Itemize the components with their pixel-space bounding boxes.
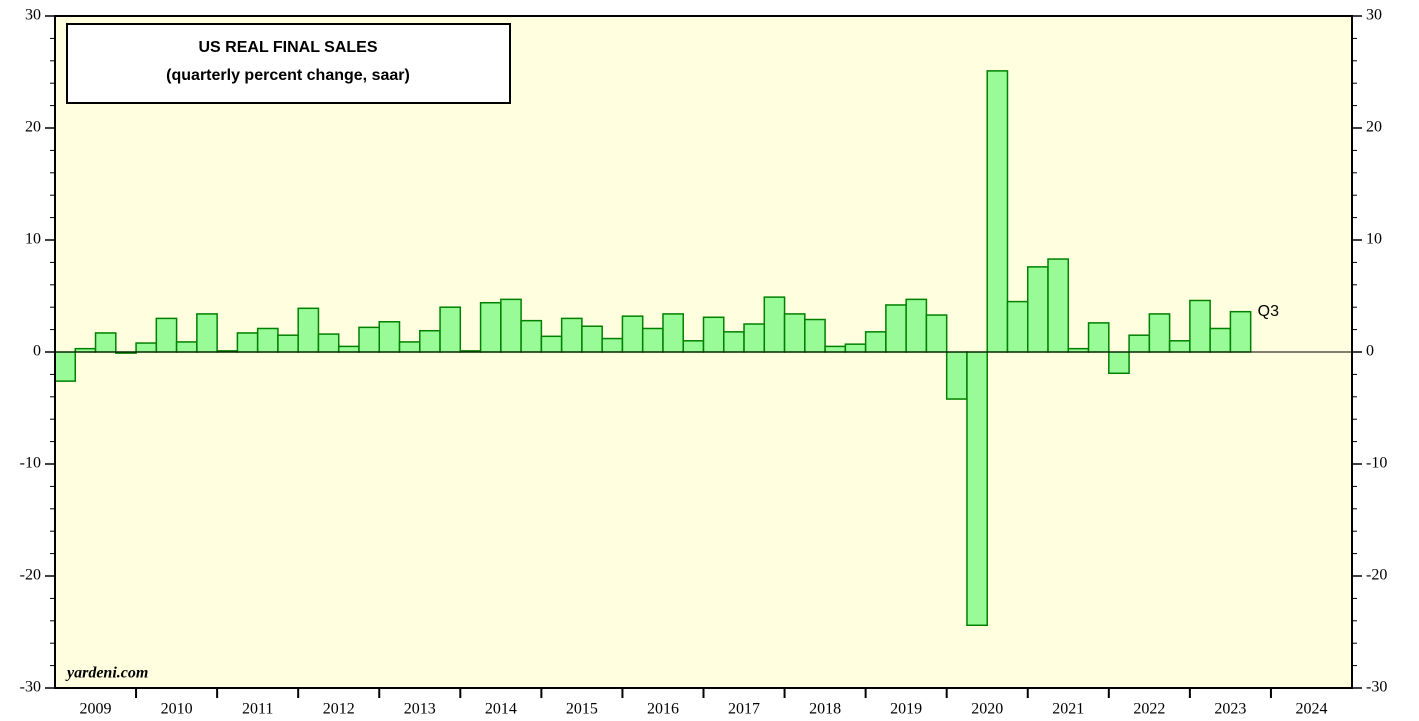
y-tick-label: -20: [1366, 567, 1387, 584]
y-tick-label: -10: [20, 455, 41, 472]
x-tick-label: 2017: [728, 701, 760, 718]
bar: [905, 298, 928, 353]
bar: [1047, 258, 1070, 353]
bar: [439, 306, 462, 353]
bar: [844, 343, 867, 353]
x-tick-label: 2018: [809, 701, 841, 718]
bar: [1128, 334, 1151, 353]
title-box: [66, 23, 511, 104]
source: yardeni.com: [65, 665, 148, 682]
bar: [94, 332, 117, 353]
bar: [925, 314, 948, 353]
x-tick-label: 2016: [647, 701, 679, 718]
bar: [1148, 313, 1171, 353]
bar: [277, 334, 299, 353]
bar: [1209, 327, 1232, 353]
y-tick-label: 10: [1366, 231, 1382, 248]
chart-subtitle: (quarterly percent change, saar): [166, 67, 410, 84]
plot-border: [54, 15, 1353, 689]
bar: [1189, 299, 1211, 353]
bar: [155, 317, 178, 353]
x-tick-label: 2021: [1052, 701, 1084, 718]
bar: [479, 301, 502, 353]
bar: [723, 331, 745, 353]
x-tick-label: 2023: [1214, 701, 1246, 718]
bar: [662, 313, 684, 353]
y-tick-label: 0: [1366, 343, 1374, 360]
bar: [581, 325, 603, 353]
bar: [641, 327, 664, 353]
bar: [1067, 347, 1090, 353]
y-tick-label: -30: [20, 679, 41, 696]
bar: [54, 351, 77, 382]
bar: [560, 317, 583, 353]
y-tick-label: -30: [1366, 679, 1387, 696]
bar: [297, 307, 320, 353]
x-tick-label: 2013: [404, 701, 436, 718]
y-tick-label: 0: [33, 343, 41, 360]
bar: [783, 313, 806, 353]
x-tick-label: 2019: [890, 701, 922, 718]
bar: [885, 304, 907, 353]
bar: [804, 318, 826, 353]
x-tick-label: 2012: [323, 701, 355, 718]
bar: [398, 341, 421, 353]
y-tick-label: 10: [25, 231, 41, 248]
bar: [945, 351, 968, 400]
x-tick-label: 2022: [1133, 701, 1165, 718]
y-tick-label: 30: [1366, 7, 1382, 24]
bar: [621, 315, 644, 353]
bar: [236, 332, 259, 353]
x-tick-label: 2015: [566, 701, 598, 718]
bar: [135, 342, 158, 353]
x-tick-label: 2020: [971, 701, 1003, 718]
y-tick-label: 30: [25, 7, 41, 24]
bar: [966, 351, 988, 627]
bar: [540, 335, 563, 353]
y-tick-label: -10: [1366, 455, 1387, 472]
x-tick-label: 2014: [485, 701, 517, 718]
x-tick-label: 2011: [242, 701, 273, 718]
bar: [1168, 340, 1191, 353]
y-tick-label: 20: [1366, 119, 1382, 136]
x-tick-label: 2010: [161, 701, 193, 718]
y-tick-label: -20: [20, 567, 41, 584]
bar: [1006, 300, 1029, 353]
x-tick-label: 2024: [1295, 701, 1327, 718]
bar: [743, 323, 766, 353]
bar: [317, 333, 340, 353]
bar: [500, 298, 522, 353]
bar: [256, 327, 279, 353]
bar: [1087, 322, 1110, 353]
bar: [1108, 351, 1130, 375]
bar: [702, 316, 725, 353]
bar: [378, 321, 401, 353]
bar: [175, 341, 198, 353]
bar: [682, 340, 705, 353]
y-tick-label: 20: [25, 119, 41, 136]
bar: [196, 313, 218, 353]
bar: [1027, 266, 1049, 353]
bar: [74, 347, 97, 353]
bar: [864, 331, 887, 353]
bar: [1229, 310, 1252, 353]
bar: [337, 345, 360, 353]
bar: [520, 319, 543, 353]
bar: [986, 70, 1009, 353]
x-tick-label: 2009: [80, 701, 112, 718]
annotation: Q3: [1258, 303, 1279, 320]
bar: [419, 329, 441, 353]
chart-title: US REAL FINAL SALES: [199, 39, 378, 56]
bar: [824, 345, 847, 353]
bar: [763, 296, 786, 353]
bar: [358, 326, 380, 353]
bar: [601, 337, 624, 353]
